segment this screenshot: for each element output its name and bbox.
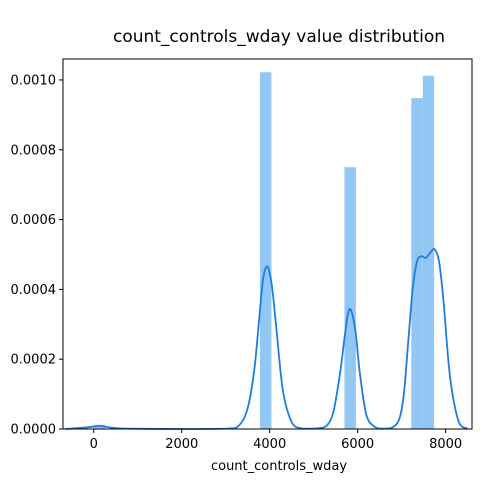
x-tick-label: 0 [90,437,98,452]
histogram-bar-0 [93,424,106,429]
y-axis-ticks: 0.0000 0.0002 0.0004 0.0006 0.0008 0.0010 [11,73,63,438]
x-tick-label: 4000 [253,437,286,452]
y-tick-label: 0.0004 [11,283,57,298]
x-axis-label: count_controls_wday [211,459,347,474]
y-tick-label: 0.0006 [11,213,57,228]
chart-title: count_controls_wday value distribution [113,27,445,47]
plot-frame-rect [62,58,473,430]
y-tick-label: 0.0010 [11,73,57,88]
y-tick-label: 0.0002 [11,353,57,368]
y-tick-label: 0.0000 [11,423,57,438]
plot-frame [62,58,473,430]
x-tick-label: 6000 [341,437,374,452]
x-axis-ticks: 0 2000 4000 6000 8000 [90,429,462,452]
x-tick-label: 8000 [429,437,462,452]
x-tick-label: 2000 [165,437,198,452]
histogram-bar-2 [344,167,356,429]
histogram-bar-4 [422,75,435,429]
histogram-bar-1 [260,72,272,429]
y-tick-label: 0.0008 [11,143,57,158]
